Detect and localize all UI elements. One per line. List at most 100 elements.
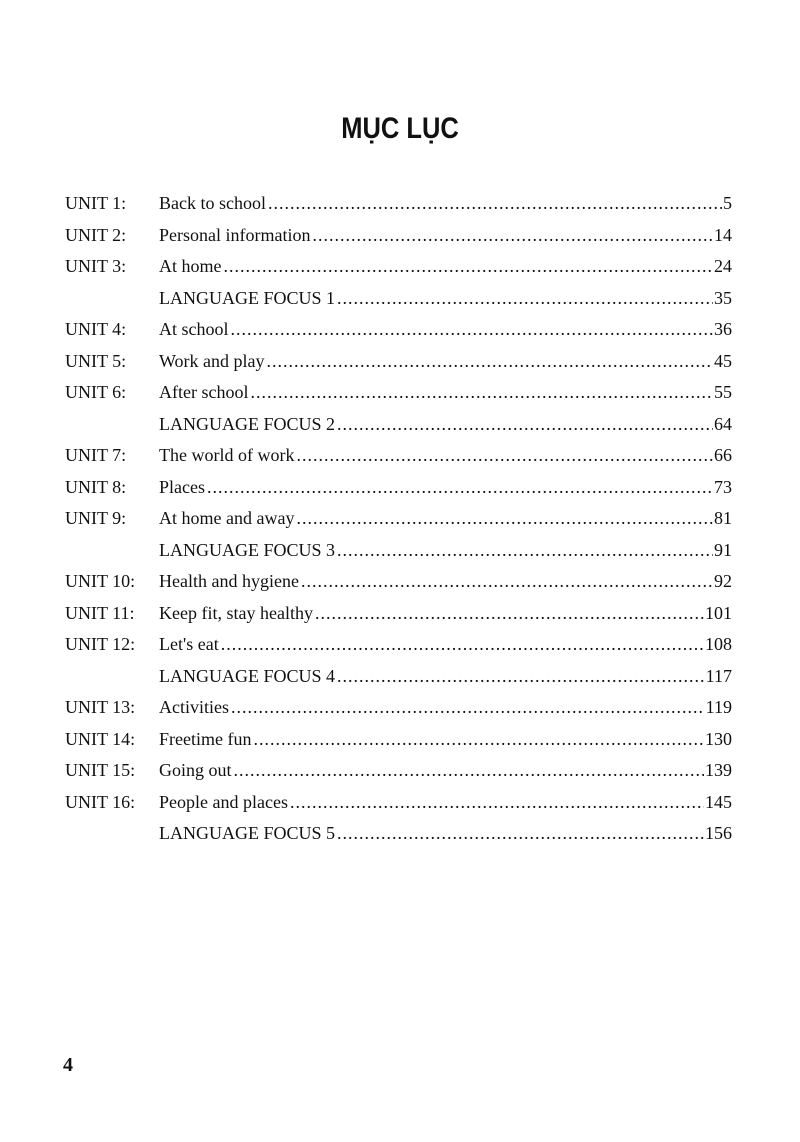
unit-label: UNIT 2: [65, 224, 127, 245]
toc-entry: UNIT 1: Back to school 5 [65, 192, 732, 224]
dot-leader [267, 350, 713, 372]
dot-leader [290, 791, 704, 813]
unit-label: UNIT 15: [65, 760, 136, 780]
dot-leader [337, 822, 704, 844]
unit-label: UNIT 3: [65, 256, 127, 276]
entry-page: 81 [714, 508, 732, 528]
toc-entry: LANGUAGE FOCUS 3 91 [65, 539, 732, 571]
entry-page: 73 [714, 476, 732, 497]
toc-entry: UNIT 4: At school 36 [65, 318, 732, 350]
entry-line: People and places 145 [159, 791, 732, 813]
unit-label: UNIT 1: [65, 193, 127, 213]
toc-entry: UNIT 2: Personal information 14 [65, 224, 732, 256]
dot-leader [301, 570, 713, 592]
entry-title: Health and hygiene [159, 571, 299, 591]
entry-page: 45 [714, 350, 732, 371]
entry-line: LANGUAGE FOCUS 2 64 [159, 413, 732, 435]
entry-line: Health and hygiene 92 [159, 570, 732, 592]
unit-label: UNIT 6: [65, 382, 127, 402]
entry-page: 66 [714, 445, 732, 465]
entry-title: At school [159, 319, 229, 339]
entry-page: 145 [705, 791, 732, 812]
toc-entry: UNIT 14: Freetime fun 130 [65, 728, 732, 760]
entry-line: Work and play 45 [159, 350, 732, 372]
dot-leader [337, 539, 713, 561]
toc-entry: LANGUAGE FOCUS 2 64 [65, 413, 732, 445]
unit-label: UNIT 5: [65, 350, 127, 371]
entry-page: 35 [714, 287, 732, 308]
entry-title: Keep fit, stay healthy [159, 602, 313, 623]
page-title: MỤC LỤC [341, 112, 459, 145]
toc-entry: LANGUAGE FOCUS 1 35 [65, 287, 732, 319]
dot-leader [312, 224, 713, 246]
toc-entry: UNIT 16: People and places 145 [65, 791, 732, 823]
entry-title: Freetime fun [159, 728, 252, 749]
toc-entry: UNIT 5: Work and play 45 [65, 350, 732, 382]
toc-entry: UNIT 11: Keep fit, stay healthy 101 [65, 602, 732, 634]
entry-line: LANGUAGE FOCUS 1 35 [159, 287, 732, 309]
dot-leader [231, 696, 705, 718]
entry-line: Personal information 14 [159, 224, 732, 246]
entry-page: 36 [714, 319, 732, 339]
entry-page: 108 [705, 634, 732, 654]
entry-title: Work and play [159, 350, 265, 371]
entry-line: Places 73 [159, 476, 732, 498]
entry-line: After school 55 [159, 381, 732, 403]
dot-leader [224, 255, 714, 277]
unit-label: UNIT 8: [65, 476, 127, 497]
entry-line: Let's eat 108 [159, 633, 732, 655]
entry-page: 119 [705, 697, 732, 717]
table-of-contents: UNIT 1: Back to school 5 UNIT 2: Personal in… [65, 192, 732, 854]
entry-title: LANGUAGE FOCUS 2 [159, 413, 336, 434]
entry-page: 14 [714, 224, 732, 245]
entry-page: 156 [705, 823, 732, 843]
entry-page: 117 [705, 665, 732, 686]
dot-leader [234, 759, 704, 781]
dot-leader [231, 318, 714, 340]
entry-title: Let's eat [159, 634, 219, 654]
dot-leader [296, 507, 713, 529]
toc-entry: LANGUAGE FOCUS 5 156 [65, 822, 732, 854]
entry-line: The world of work 66 [159, 444, 732, 466]
entry-title: LANGUAGE FOCUS 5 [159, 823, 336, 843]
entry-title: After school [159, 382, 249, 402]
toc-entry: UNIT 3: At home 24 [65, 255, 732, 287]
entry-line: At home 24 [159, 255, 732, 277]
unit-label: UNIT 7: [65, 445, 127, 465]
entry-page: 55 [714, 382, 732, 402]
unit-label: UNIT 9: [65, 508, 127, 528]
toc-entry: LANGUAGE FOCUS 4 117 [65, 665, 732, 697]
entry-title: Personal information [159, 224, 311, 245]
entry-line: LANGUAGE FOCUS 4 117 [159, 665, 732, 687]
entry-line: At school 36 [159, 318, 732, 340]
entry-title: LANGUAGE FOCUS 3 [159, 539, 336, 560]
entry-title: Activities [159, 697, 229, 717]
entry-title: At home [159, 256, 222, 276]
entry-page: 139 [705, 760, 732, 780]
dot-leader [315, 602, 704, 624]
entry-line: Back to school 5 [159, 192, 732, 214]
unit-label: UNIT 11: [65, 602, 135, 623]
page-number: 4 [63, 1054, 73, 1076]
entry-page: 130 [705, 728, 732, 749]
toc-entry: UNIT 10: Health and hygiene 92 [65, 570, 732, 602]
dot-leader [221, 633, 704, 655]
unit-label: UNIT 13: [65, 697, 136, 717]
toc-entry: UNIT 12: Let's eat 108 [65, 633, 732, 665]
dot-leader [250, 381, 713, 403]
entry-page: 5 [723, 193, 732, 213]
entry-page: 91 [714, 539, 732, 560]
entry-title: Going out [159, 760, 232, 780]
entry-title: LANGUAGE FOCUS 4 [159, 665, 336, 686]
entry-page: 92 [714, 571, 732, 591]
dot-leader [337, 287, 713, 309]
entry-title: People and places [159, 791, 288, 812]
entry-line: At home and away 81 [159, 507, 732, 529]
unit-label: UNIT 16: [65, 791, 136, 812]
entry-page: 24 [714, 256, 732, 276]
entry-line: LANGUAGE FOCUS 5 156 [159, 822, 732, 844]
entry-line: LANGUAGE FOCUS 3 91 [159, 539, 732, 561]
dot-leader [268, 192, 722, 214]
dot-leader [337, 413, 713, 435]
unit-label: UNIT 12: [65, 634, 136, 654]
